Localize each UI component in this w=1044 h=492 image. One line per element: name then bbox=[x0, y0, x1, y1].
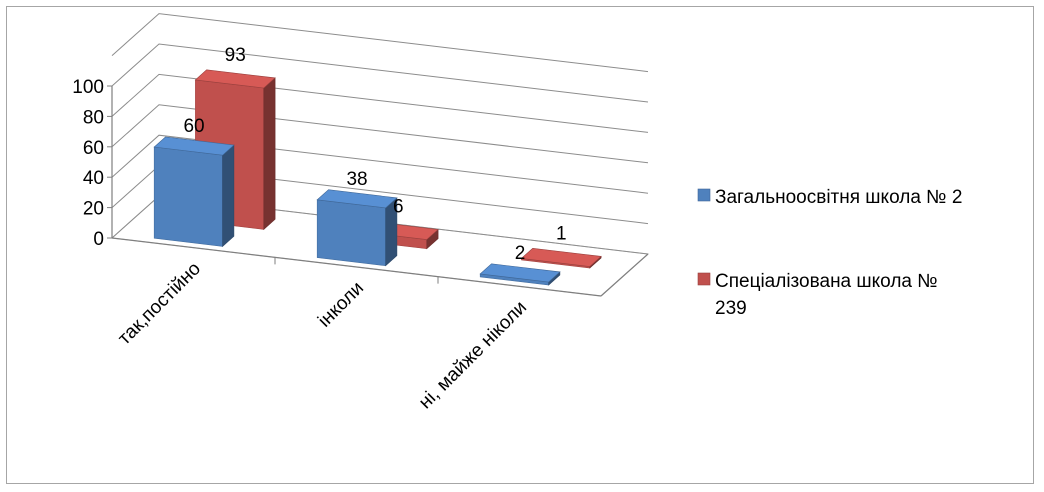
y-tick-label: 0 bbox=[93, 229, 104, 250]
data-label: 38 bbox=[346, 169, 367, 190]
bar-front-face bbox=[316, 199, 387, 267]
gridline bbox=[111, 43, 649, 103]
gridline-top bbox=[111, 13, 649, 73]
legend-label: Загальноосвітня школа № 2 bbox=[715, 187, 962, 208]
data-label: 6 bbox=[393, 196, 404, 217]
y-tick-label: 80 bbox=[83, 107, 104, 128]
category-label: ні, майже ніколи bbox=[415, 297, 531, 413]
x-axis-line bbox=[111, 237, 602, 297]
bars bbox=[153, 69, 602, 286]
y-tick-label: 20 bbox=[83, 199, 104, 220]
bar bbox=[316, 189, 398, 267]
bar bbox=[153, 136, 235, 248]
legend-swatch bbox=[697, 272, 711, 286]
y-tick-label: 60 bbox=[83, 138, 104, 159]
bar-top-face bbox=[520, 247, 602, 267]
bar bbox=[479, 263, 561, 286]
data-label: 93 bbox=[225, 45, 246, 66]
data-label: 1 bbox=[556, 223, 567, 244]
bar-side-face bbox=[263, 77, 276, 231]
bar-top-face bbox=[194, 69, 276, 89]
bar-top-face bbox=[153, 136, 235, 156]
category-label: так,постійно bbox=[114, 258, 205, 349]
legend-item: Спеціалізована школа № 239 bbox=[697, 271, 938, 319]
data-label: 60 bbox=[183, 116, 204, 137]
y-tick-label: 100 bbox=[72, 77, 104, 98]
gridline bbox=[111, 104, 649, 164]
category-label: інколи bbox=[314, 278, 368, 332]
gridline bbox=[111, 134, 649, 194]
bar-top-face bbox=[316, 189, 398, 209]
gridlines bbox=[111, 13, 649, 255]
bar-front-face bbox=[153, 146, 223, 247]
bar bbox=[520, 247, 602, 269]
legend-label: 239 bbox=[715, 298, 747, 319]
gridline bbox=[111, 73, 649, 133]
axes bbox=[111, 86, 649, 297]
y-tick-label: 40 bbox=[83, 168, 104, 189]
legend-swatch bbox=[697, 188, 711, 202]
data-label: 2 bbox=[515, 243, 526, 264]
chart-frame bbox=[6, 6, 1034, 484]
bar-top-face bbox=[479, 263, 561, 283]
y-axis-ticks: 0 20 40 60 80 100 bbox=[72, 77, 112, 250]
legend-item: Загальноосвітня школа № 2 bbox=[697, 187, 962, 208]
category-labels: так,постійно інколи ні, майже ніколи bbox=[114, 258, 531, 413]
legend-label: Спеціалізована школа № bbox=[715, 271, 938, 292]
floor-right-edge bbox=[600, 253, 649, 297]
bar-side-face bbox=[222, 144, 235, 248]
legend: Загальноосвітня школа № 2 Спеціалізована … bbox=[697, 187, 962, 319]
data-labels: 93 6 1 60 38 2 bbox=[183, 45, 566, 264]
